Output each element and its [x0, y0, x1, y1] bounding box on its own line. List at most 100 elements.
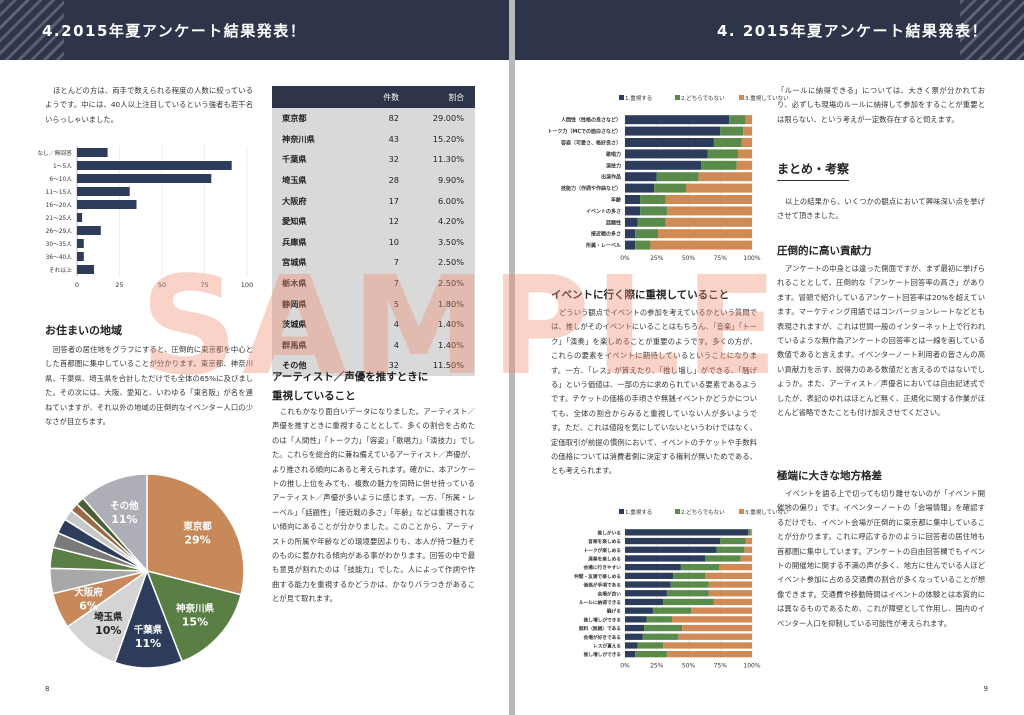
regional-gap-title: 極端に大きな地方格差: [777, 470, 882, 482]
stacked-bar-segment: [635, 240, 651, 250]
artist-section-title: アーティスト／声優を推すときに 重視していること: [272, 368, 428, 406]
y-tick-label: 所属・レーベル: [586, 242, 621, 249]
legend-label: 3.重視していない: [745, 508, 789, 516]
summary-text: 以上の結果から、いくつかの観点において興味深い点を挙げさせて頂きました。: [777, 197, 985, 221]
y-tick-label: トーク力（MCでの面白さなど）: [547, 128, 621, 135]
pie-slice: [81, 473, 148, 573]
stacked-bar-segment: [673, 572, 706, 579]
y-tick-label: それ以上: [49, 266, 72, 274]
pie-pct-label: 15%: [182, 615, 208, 628]
y-tick-label: 11〜15人: [46, 189, 73, 196]
y-tick-label: 仲間・友達で楽しめる: [574, 573, 621, 580]
y-tick-label: レスが貰える: [593, 642, 621, 649]
rules-text: 「ルールに納得できる」については、大きく票が分かれており、必ずしも現場のルールに…: [777, 86, 985, 124]
header-stripes: [960, 0, 1024, 60]
x-tick-label: 50: [158, 281, 166, 289]
bar: [77, 161, 232, 170]
legend-label: 1.重視する: [625, 508, 652, 516]
stacked-bar-segment: [663, 642, 752, 649]
stacked-bar-segment: [654, 183, 686, 193]
legend-swatch: [739, 509, 744, 514]
legend-label: 2.どちらでもない: [681, 94, 725, 102]
bar: [77, 200, 137, 209]
x-tick-label: 100: [241, 281, 253, 289]
y-tick-label: 音楽を楽しめる: [588, 538, 621, 545]
artist-title-line1: アーティスト／声優を推すときに: [272, 371, 429, 383]
table-cell: 栃木県: [282, 278, 307, 289]
stacked-bar-segment: [625, 581, 671, 588]
pie-label: 埼玉県: [94, 611, 123, 623]
x-tick-label: 75%: [714, 255, 728, 262]
y-tick-label: 歌唱力: [606, 151, 621, 158]
artist-title-line2: 重視していること: [272, 390, 356, 402]
stacked-bar-segment: [625, 624, 645, 632]
stacked-bar-segment: [670, 581, 709, 588]
stacked-bar-segment: [720, 126, 744, 136]
region-table: 件数 割合 東京都 82 29.00% 神奈川県 43 15.20% 千葉県 32 11.30%…: [272, 86, 475, 376]
stacked-bar-segment: [666, 590, 709, 597]
y-tick-label: 話題性: [606, 219, 621, 226]
stacked-bar-segment: [705, 555, 741, 562]
legend-swatch: [739, 95, 744, 100]
bar: [77, 226, 101, 235]
table-cell: 15.20%: [432, 133, 464, 144]
y-tick-label: 価格が手頃である: [583, 582, 622, 589]
stacked-bar-segment: [642, 633, 679, 640]
table-row: 静岡県 5 1.80%: [272, 293, 475, 314]
stacked-bar-segment: [637, 642, 664, 649]
table-cell: 愛知県: [282, 216, 307, 227]
table-body: 東京都 82 29.00% 神奈川県 43 15.20% 千葉県 32 11.30% 埼玉県 28 9…: [272, 108, 475, 376]
stacked-bar-segment: [652, 607, 692, 614]
table-cell: 29.00%: [432, 113, 464, 124]
stacked-bar-segment: [625, 115, 730, 125]
y-tick-label: 会場が良い: [597, 590, 622, 597]
table-cell: 1.80%: [437, 298, 464, 309]
stacked-bar-segment: [625, 172, 657, 182]
table-cell: 7: [393, 278, 399, 289]
y-tick-label: 1〜5人: [53, 163, 72, 170]
stacked-bar-segment: [625, 651, 636, 658]
stacked-bar-segment: [635, 229, 659, 239]
stacked-bar-segment: [625, 546, 717, 553]
pie-pct-label: 29%: [184, 534, 210, 547]
table-row: 東京都 82 29.00%: [272, 108, 475, 129]
bar: [77, 213, 83, 222]
stacked-bar-segment: [625, 229, 636, 239]
pie-label: 東京都: [182, 521, 212, 533]
table-row: 群馬県 4 1.40%: [272, 335, 475, 356]
y-tick-label: 16〜20人: [46, 202, 73, 209]
x-tick-label: 25%: [650, 255, 664, 262]
x-tick-label: 0%: [620, 663, 630, 670]
stacked-bar-segment: [740, 555, 752, 562]
pie-slice: [146, 473, 245, 596]
table-cell: 静岡県: [282, 298, 307, 309]
y-tick-label: 出演作品: [601, 174, 621, 181]
event-section-title: イベントに行く際に重視していること: [551, 289, 730, 301]
region-section-text: 回答者の居住地をグラフにすると、圧倒的に東京都を中心とした首都圏に集中しているこ…: [45, 345, 253, 427]
stacked-bar-segment: [750, 529, 752, 536]
table-cell: 2.50%: [437, 278, 464, 289]
table-row: その他 32 11.50%: [272, 355, 475, 376]
table-cell: 5: [393, 298, 399, 309]
left-header: 4.2015年夏アンケート結果発表！: [0, 0, 509, 60]
y-tick-label: 騒げる: [606, 608, 621, 615]
table-cell: 群馬県: [282, 339, 307, 350]
stacked-bar-segment: [625, 616, 647, 623]
table-cell: 10: [388, 236, 399, 247]
people-count-bar-chart: 0 25 50 75 100 なし／無回答 1〜5人 6〜10人 11〜15人 16〜20人 21〜…: [37, 146, 253, 289]
legend-swatch: [675, 509, 680, 514]
stacked-bar-segment: [625, 555, 706, 562]
stacked-bar-segment: [656, 172, 699, 182]
y-tick-label: 会場に行きやすい: [582, 564, 621, 571]
stacked-bar-segment: [625, 240, 636, 250]
stacked-bar-segment: [625, 126, 721, 136]
y-tick-label: 21〜25人: [46, 215, 73, 222]
stacked-bar-segment: [625, 149, 708, 159]
table-row: 千葉県 32 11.30%: [272, 149, 475, 170]
table-cell: 4: [393, 339, 399, 350]
table-cell: 茨城県: [282, 319, 307, 330]
y-tick-label: 推し増しができる: [584, 616, 622, 623]
stacked-bar-segment: [705, 572, 752, 579]
region-section-title: お住まいの地域: [45, 324, 122, 337]
